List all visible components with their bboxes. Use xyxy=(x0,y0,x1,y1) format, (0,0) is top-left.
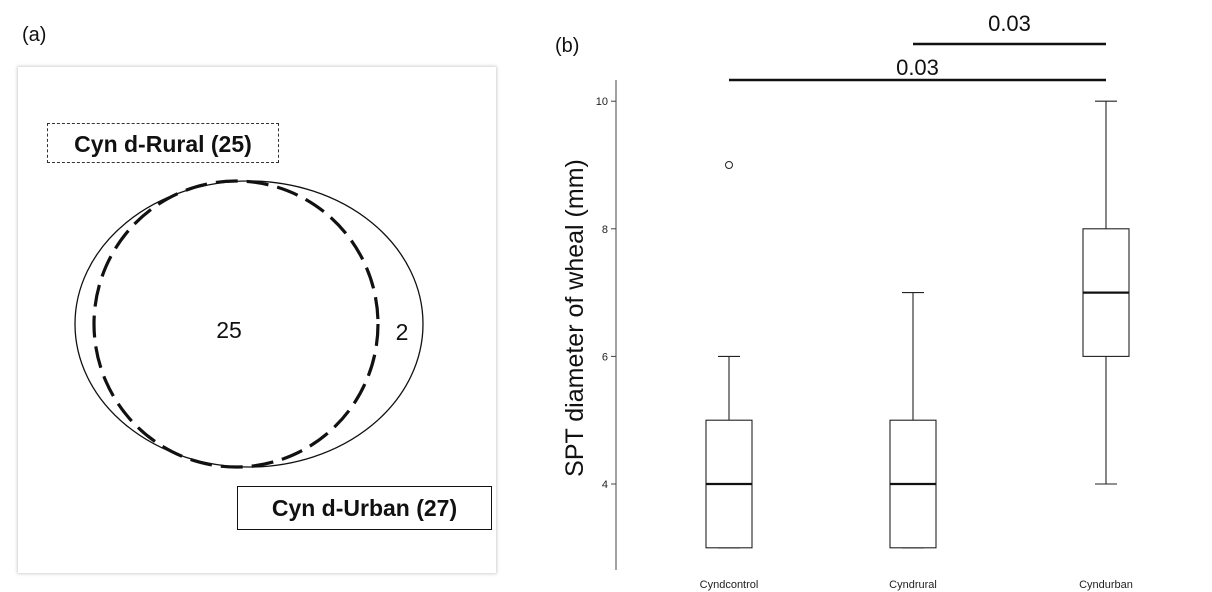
panel-b-label: (b) xyxy=(555,35,580,57)
y-tick-label: 10 xyxy=(596,96,608,108)
urban-only-count: 2 xyxy=(396,319,409,345)
outlier-point xyxy=(725,161,733,169)
y-ticks: 4 6 8 10 xyxy=(596,96,616,491)
significance-bar: 0.03 xyxy=(913,11,1106,46)
p-value-label: 0.03 xyxy=(896,55,939,80)
urban-set-label: Cyn d-Urban (27) xyxy=(237,486,492,530)
y-axis-label: SPT diameter of wheal (mm) xyxy=(561,159,589,477)
rural-set-label: Cyn d-Rural (25) xyxy=(47,123,279,163)
boxes xyxy=(705,100,1130,549)
significance-bars: 0.03 0.03 xyxy=(729,11,1106,82)
x-tick-labels: Cyndcontrol Cyndrural Cyndurban xyxy=(700,579,1133,591)
p-value-label: 0.03 xyxy=(988,11,1031,36)
y-tick-label: 8 xyxy=(602,224,608,236)
rural-circle xyxy=(92,179,380,469)
significance-bar: 0.03 xyxy=(729,55,1106,82)
x-tick-label: Cyndrural xyxy=(889,579,937,591)
y-tick-label: 6 xyxy=(602,351,608,363)
box-cyndrural xyxy=(889,292,937,549)
x-tick-label: Cyndurban xyxy=(1079,579,1133,591)
x-tick-label: Cyndcontrol xyxy=(700,579,759,591)
box-cyndurban xyxy=(1082,100,1130,485)
panel-a-label: (a) xyxy=(22,24,47,46)
y-tick-label: 4 xyxy=(602,479,608,491)
overlap-count: 25 xyxy=(216,317,242,343)
box-cyndcontrol xyxy=(705,161,753,549)
